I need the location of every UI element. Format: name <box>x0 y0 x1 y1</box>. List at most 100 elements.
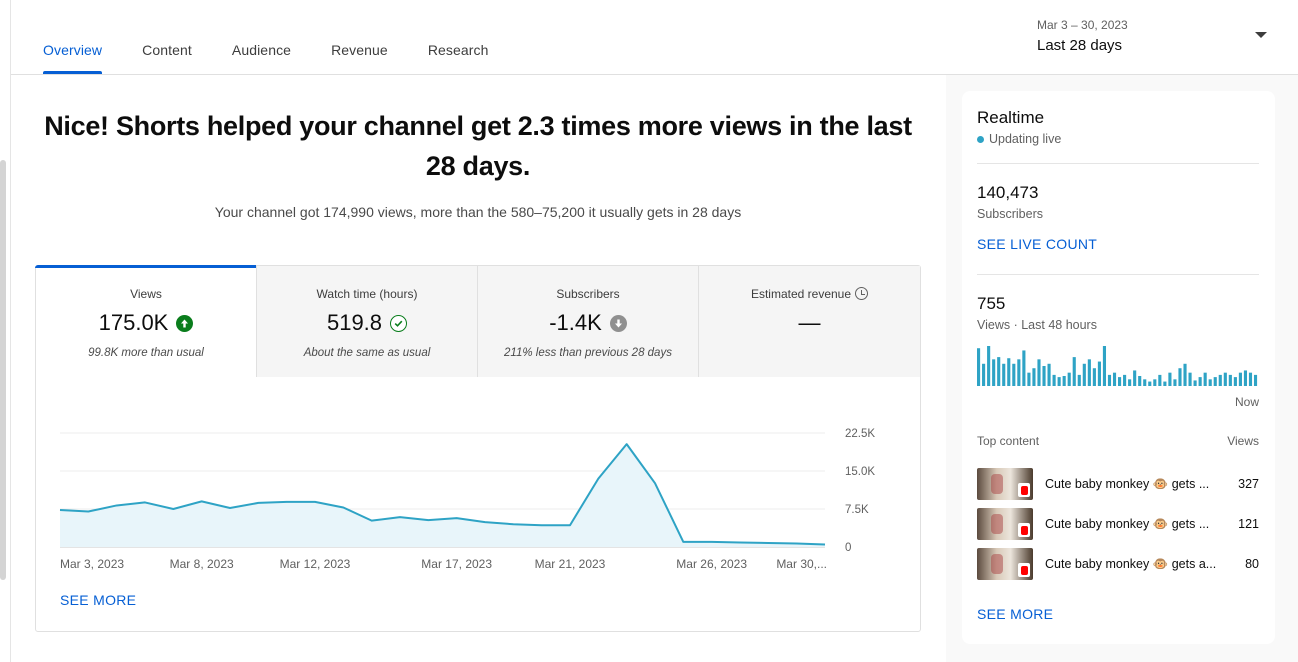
metric-value: 519.8 <box>326 310 383 335</box>
see-live-count-link[interactable]: SEE LIVE COUNT <box>977 236 1098 252</box>
tab-revenue[interactable]: Revenue <box>331 42 388 58</box>
realtime-bar <box>1238 372 1242 386</box>
shorts-icon <box>1018 483 1030 497</box>
realtime-bar <box>1203 372 1207 386</box>
tab-audience[interactable]: Audience <box>231 42 292 58</box>
realtime-bar <box>1012 363 1016 386</box>
tab-overview[interactable]: Overview <box>43 42 103 74</box>
video-views: 80 <box>1245 557 1259 571</box>
video-thumbnail <box>977 548 1033 580</box>
left-scrollbar[interactable] <box>0 160 6 580</box>
x-tick-label: Mar 26, 2023 <box>676 557 747 571</box>
metric-value: -1.4K <box>549 310 602 335</box>
realtime-bar <box>1032 368 1036 386</box>
realtime-bar <box>1138 376 1142 386</box>
date-range-value: Last 28 days <box>1037 37 1123 54</box>
x-tick-label: Mar 30,... <box>776 557 827 571</box>
date-range-dates: Mar 3 – 30, 2023 <box>1037 18 1128 32</box>
sidebar-divider <box>10 0 11 662</box>
metric-subscribers[interactable]: Subscribers -1.4K 211% less than previou… <box>478 266 699 377</box>
video-thumbnail <box>977 468 1033 500</box>
divider <box>977 163 1259 164</box>
chevron-down-icon[interactable] <box>1255 32 1267 38</box>
metric-note: 211% less than previous 28 days <box>504 347 672 359</box>
realtime-bar <box>1107 374 1112 386</box>
top-content-item[interactable]: Cute baby monkey 🐵 gets ... 327 <box>977 468 1259 500</box>
video-title: Cute baby monkey 🐵 gets a... <box>1045 556 1217 571</box>
realtime-bar <box>1143 379 1147 386</box>
date-range-picker[interactable]: Mar 3 – 30, 2023 Last 28 days <box>1037 18 1277 62</box>
video-thumbnail <box>977 508 1033 540</box>
arrow-up-icon <box>176 314 194 332</box>
realtime-bar <box>1087 359 1091 386</box>
clock-icon <box>855 287 869 300</box>
realtime-bar <box>1022 350 1026 386</box>
metric-value-row: 175.0K <box>36 310 256 336</box>
video-title: Cute baby monkey 🐵 gets ... <box>1045 476 1210 491</box>
top-content-header: Top content Views <box>977 434 1259 448</box>
page-subline: Your channel got 174,990 views, more tha… <box>214 204 742 220</box>
metrics-card: Views 175.0K 99.8K more than usual Watch… <box>35 265 921 632</box>
realtime-bar <box>1007 358 1011 386</box>
metric-value-row: -1.4K <box>478 310 698 336</box>
live-indicator: Updating live <box>977 132 1061 146</box>
realtime-bar <box>982 363 986 386</box>
realtime-bar <box>1047 363 1051 386</box>
y-tick-label: 7.5K <box>845 504 869 516</box>
y-tick-label: 15.0K <box>845 466 875 478</box>
realtime-bar <box>1128 379 1132 386</box>
realtime-bar <box>1092 368 1096 386</box>
realtime-bar <box>1148 381 1152 386</box>
metric-value: — <box>798 310 821 335</box>
x-tick-label: Mar 3, 2023 <box>60 557 124 571</box>
metric-tabs: Views 175.0K 99.8K more than usual Watch… <box>35 265 920 377</box>
video-title: Cute baby monkey 🐵 gets ... <box>1045 516 1210 531</box>
realtime-bar <box>1183 363 1187 386</box>
shorts-icon <box>1018 563 1030 577</box>
realtime-bar <box>1253 374 1258 386</box>
realtime-bar-chart[interactable] <box>977 346 1259 386</box>
y-tick-label: 0 <box>845 542 851 554</box>
realtime-bar <box>1158 374 1162 386</box>
metric-views[interactable]: Views 175.0K 99.8K more than usual <box>35 265 257 377</box>
realtime-bar <box>1173 379 1177 386</box>
realtime-bar <box>1017 359 1021 386</box>
see-more-link[interactable]: SEE MORE <box>60 592 137 608</box>
realtime-bar <box>1208 379 1212 386</box>
realtime-card: Realtime Updating live 140,473 Subscribe… <box>962 91 1275 644</box>
realtime-bar <box>1213 377 1217 386</box>
realtime-bar <box>977 348 981 386</box>
realtime-bar <box>1178 368 1182 386</box>
metric-value: 175.0K <box>98 310 169 335</box>
metric-label: Views <box>130 287 162 301</box>
realtime-bar <box>1153 379 1157 386</box>
realtime-bar <box>992 359 996 386</box>
metric-watch-time[interactable]: Watch time (hours) 519.8 About the same … <box>257 266 478 377</box>
top-content-item[interactable]: Cute baby monkey 🐵 gets ... 121 <box>977 508 1259 540</box>
realtime-bar <box>1027 372 1031 386</box>
x-tick-label: Mar 17, 2023 <box>421 557 492 571</box>
now-label: Now <box>1234 395 1259 409</box>
video-views: 327 <box>1238 477 1259 491</box>
top-content-item[interactable]: Cute baby monkey 🐵 gets a... 80 <box>977 548 1259 580</box>
realtime-bar <box>1082 363 1086 386</box>
realtime-bar <box>1102 346 1107 386</box>
realtime-bar <box>1248 372 1253 386</box>
realtime-bar <box>1072 357 1076 386</box>
realtime-bar <box>1123 374 1127 386</box>
live-dot-icon <box>977 135 984 143</box>
metric-estimated-revenue[interactable]: Estimated revenue — <box>699 266 920 377</box>
tab-research[interactable]: Research <box>427 42 489 58</box>
realtime-bar <box>1002 363 1006 386</box>
subscriber-count: 140,473 <box>977 183 1039 202</box>
realtime-bar <box>1133 370 1137 386</box>
tab-content[interactable]: Content <box>142 42 192 58</box>
metric-value-row: — <box>699 310 920 336</box>
realtime-see-more-link[interactable]: SEE MORE <box>977 606 1054 622</box>
views-chart[interactable]: 0 7.5K 15.0K 22.5K Mar 3, 2023 Mar 8, 2023 Mar… <box>36 377 920 587</box>
chart-area-fill <box>60 444 825 547</box>
realtime-bar <box>1067 372 1071 386</box>
metric-label: Subscribers <box>556 287 620 301</box>
realtime-bar <box>1168 372 1172 386</box>
tab-bar: Overview Content Audience Revenue Resear… <box>43 42 529 74</box>
